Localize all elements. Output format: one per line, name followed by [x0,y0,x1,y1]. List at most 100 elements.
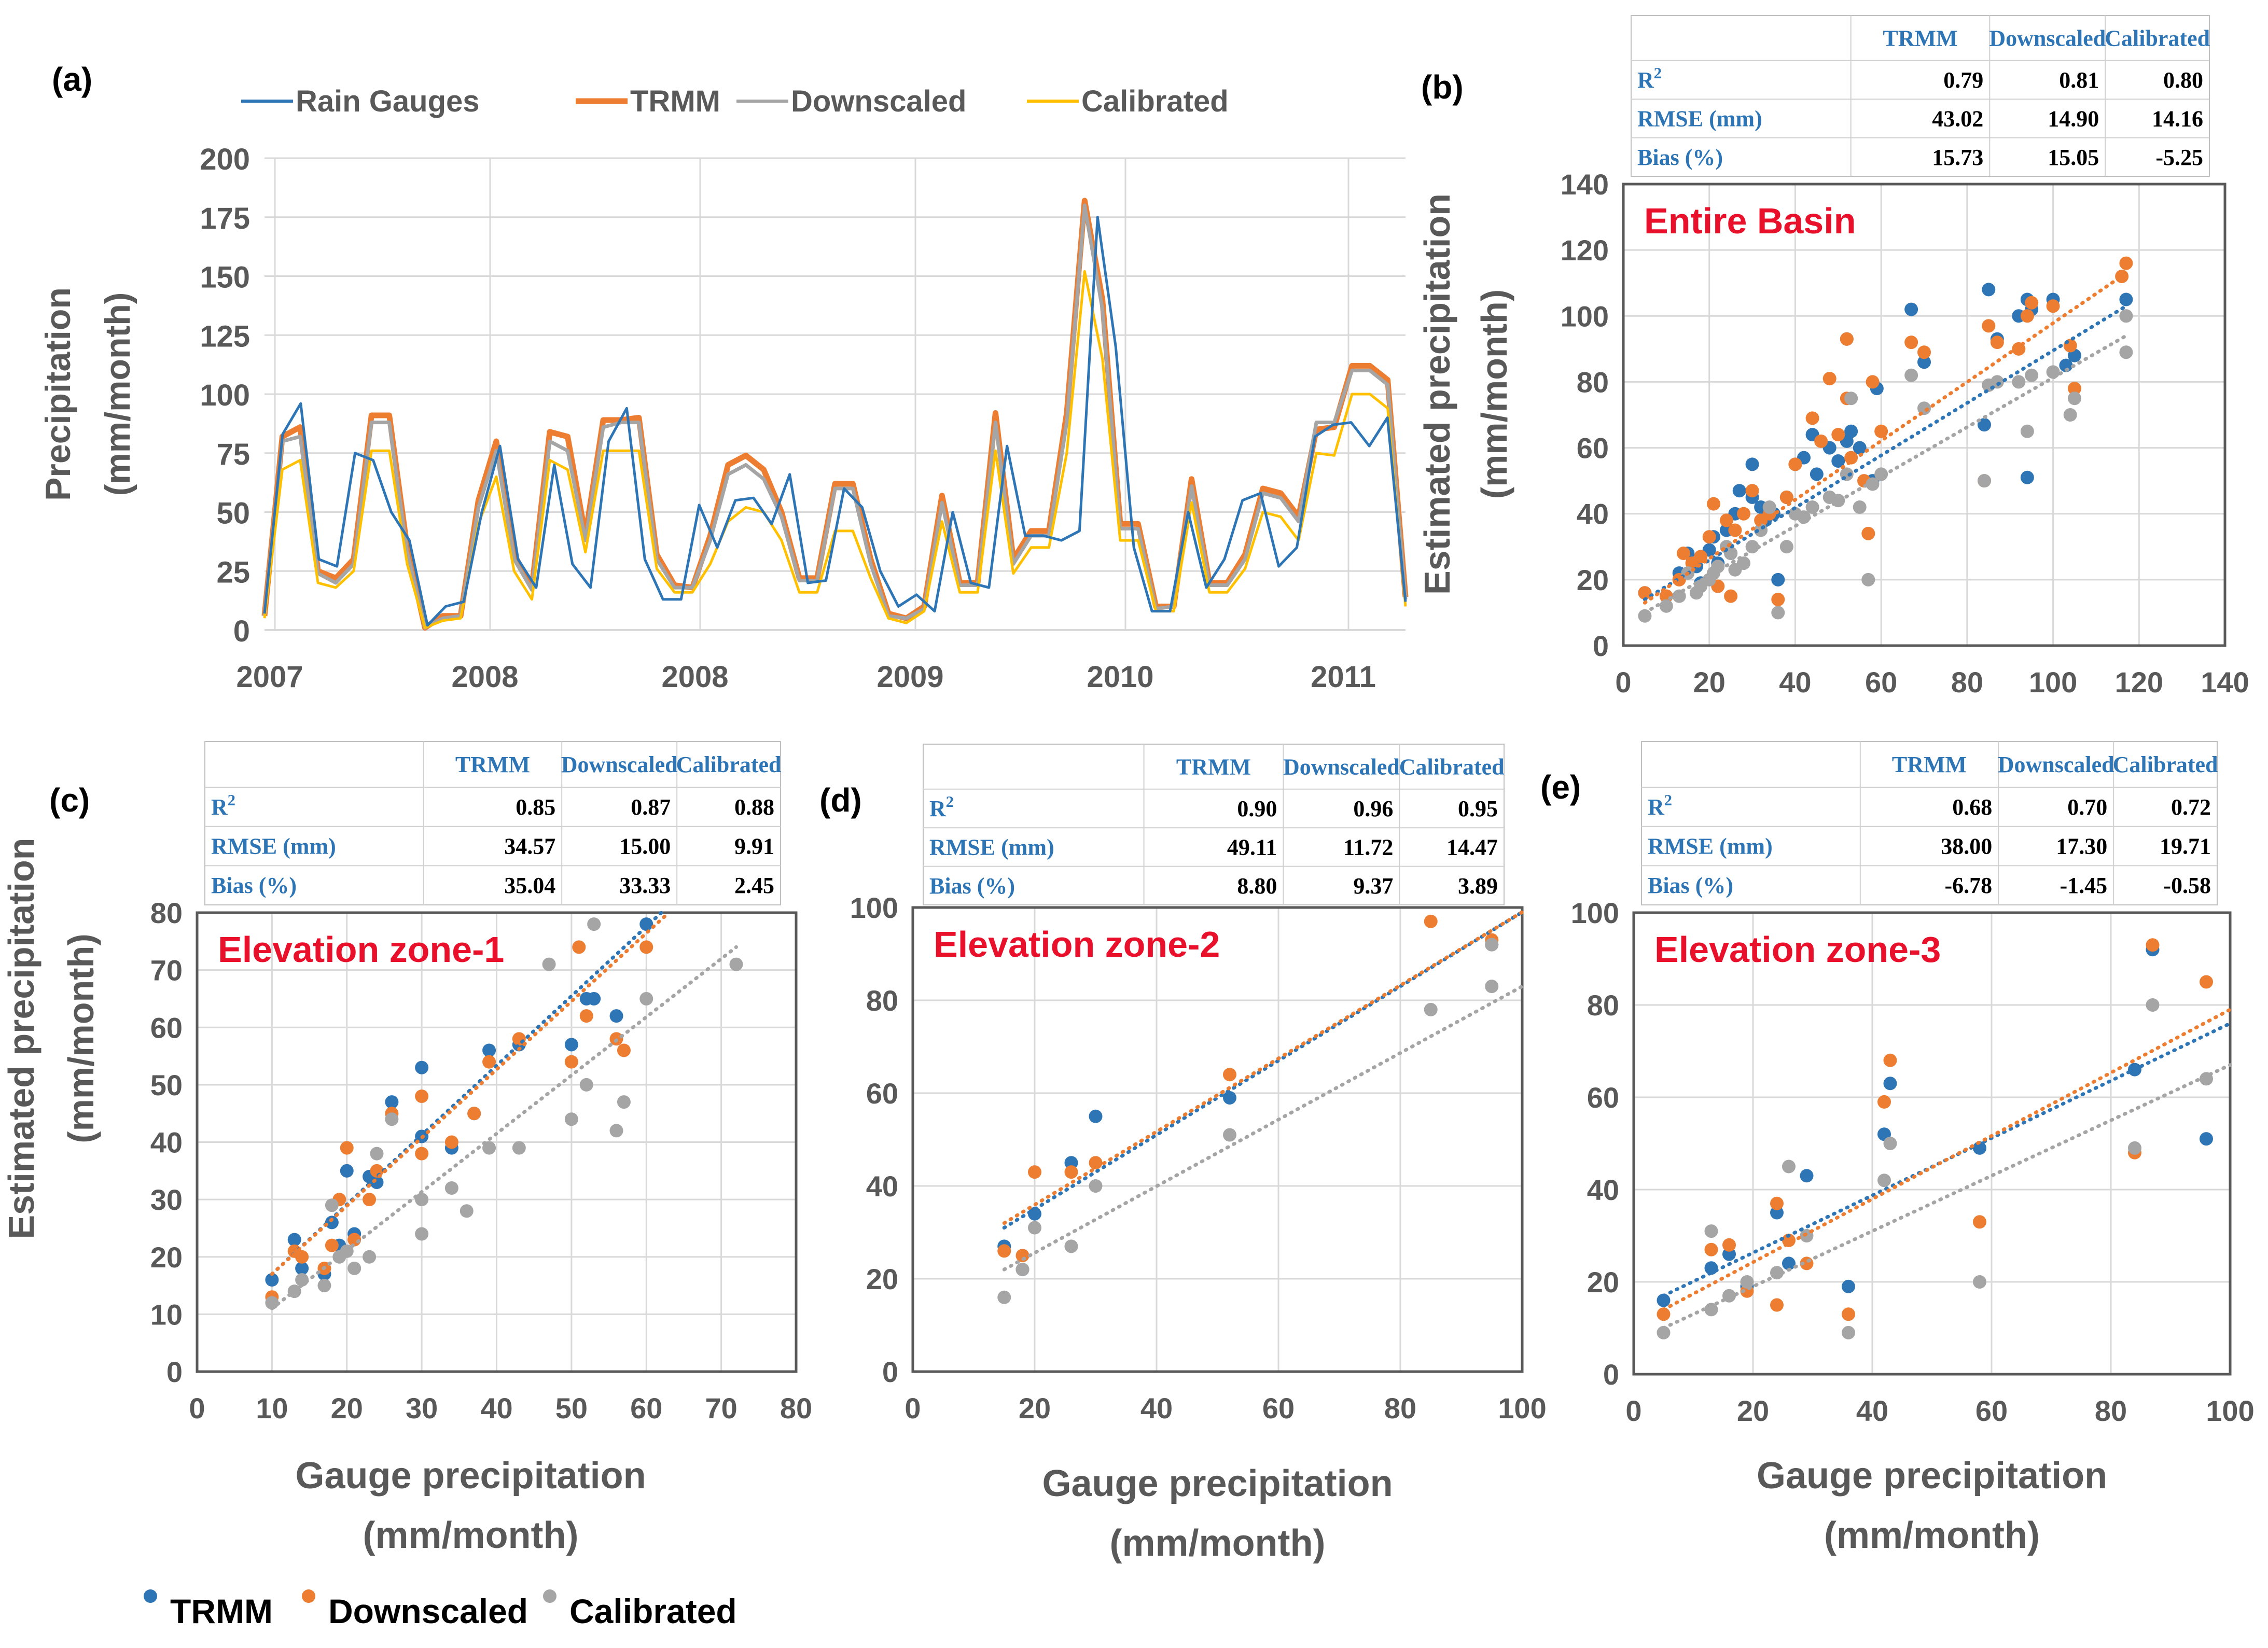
data-point-downscaled [997,1244,1011,1258]
table-cell-value: 11.72 [1343,834,1394,860]
data-point-calibrated [2146,998,2160,1012]
table-cell-value: 0.87 [631,794,671,820]
data-point-calibrated [2119,309,2133,323]
data-point-downscaled [1866,375,1880,389]
data-point-calibrated [385,1112,399,1126]
table-row-label-superscript: 2 [1654,64,1662,82]
y-tick-label: 0 [1593,630,1609,662]
data-point-trmm [1223,1091,1236,1105]
table-row-label: RMSE (mm) [929,834,1054,860]
data-point-calibrated [317,1279,331,1293]
panel-label-a: (a) [52,61,92,98]
table-cell-value: 15.73 [1932,145,1983,170]
trendline-downscaled [1662,1008,2232,1311]
plot-frame [911,906,1524,1373]
data-point-downscaled [1719,513,1733,527]
data-point-downscaled [1028,1165,1041,1179]
y-tick-label: 150 [200,261,250,295]
plot-title: Elevation zone-2 [934,924,1220,965]
table-cell-value: 43.02 [1932,106,1983,131]
data-point-downscaled [325,1238,339,1252]
table-cell-value: 14.90 [2048,106,2099,131]
trendline-calibrated [1643,333,2128,614]
table-cell-value: 15.00 [619,834,671,859]
x-tick-label: 60 [1865,666,1897,699]
x-tick-label: 50 [555,1392,588,1424]
table-cell-value: 0.68 [1952,794,1992,820]
panel-d: (d) 0 20 40 60 80 100 0 20 40 60 80 100 Elevation zon… [819,744,1547,1564]
data-point-calibrated [1973,1275,1986,1289]
data-point-calibrated [1015,1263,1029,1277]
x-tick-label: 0 [1615,666,1631,699]
data-point-trmm [2020,470,2034,484]
y-tick-label: 100 [1561,300,1609,332]
data-point-trmm [1800,1169,1814,1183]
data-point-downscaled [1724,589,1738,603]
data-point-downscaled [2020,309,2034,323]
stats-table-frame [204,741,781,905]
data-point-downscaled [1707,497,1720,511]
y-tick-label: 80 [1587,989,1619,1022]
x-tick-label: 100 [2029,666,2077,699]
y-tick-label: 20 [1587,1266,1619,1298]
table-row-label: R [211,794,228,820]
x-tick-label: 80 [1951,666,1983,699]
table-row-label-superscript: 2 [228,791,235,809]
data-point-trmm [1722,1247,1736,1261]
data-point-downscaled [2119,256,2133,270]
table-cell-value: 0.81 [2059,67,2099,93]
table-cell-value: -0.58 [2163,873,2211,898]
data-point-trmm [1904,302,1918,316]
table-cell-value: 19.71 [2160,834,2211,859]
data-point-calibrated [1485,980,1499,994]
data-point-calibrated [1797,510,1811,524]
y-tick-label: 80 [150,897,183,929]
x-axis-label: Gauge precipitation [1757,1455,2107,1497]
data-point-trmm [1732,484,1746,498]
table-column-header: Calibrated [2105,25,2210,51]
table-row-label: R [929,796,947,821]
data-point-calibrated [587,917,601,931]
x-tick-label: 40 [1856,1394,1888,1427]
data-point-calibrated [1990,375,2004,389]
data-point-calibrated [1485,938,1499,952]
table-cell-value: 0.96 [1353,796,1393,821]
panel-label: (b) [1421,68,1464,106]
data-point-calibrated [1770,1266,1784,1280]
panel-e: (e) 0 20 40 60 80 100 0 20 40 60 80 100 Elevation zon… [1540,741,2255,1556]
y-tick-label: 75 [216,438,250,471]
trendline-calibrated [1002,984,1524,1272]
data-point-calibrated [617,1095,631,1109]
x-tick-label: 60 [1262,1392,1295,1424]
legend-entry: Calibrated [569,1592,737,1630]
data-point-downscaled [415,1090,429,1103]
legend-marker-trmm [144,1589,157,1603]
y-tick-label: 50 [150,1069,183,1101]
data-point-downscaled [467,1107,481,1121]
table-cell-value: 14.16 [2152,106,2203,131]
data-point-downscaled [1702,530,1716,544]
data-point-calibrated [609,1124,623,1138]
stats-table-frame [923,744,1505,905]
data-point-calibrated [1844,392,1858,406]
data-point-downscaled [1223,1068,1236,1082]
table-column-header: TRMM [1892,752,1967,777]
y-tick-label: 0 [882,1356,898,1388]
x-tick-label: 140 [2201,666,2249,699]
stats-table-frame [1631,15,2210,177]
x-axis-label: (mm/month) [1110,1523,1326,1564]
y-tick-label: 60 [150,1011,183,1044]
y-tick-label: 120 [1561,234,1609,267]
table-row-label-superscript: 2 [1664,791,1672,809]
x-tick-label: 20 [1019,1392,1051,1424]
y-tick-label: 0 [1603,1358,1619,1391]
x-tick-label: 100 [1498,1392,1546,1424]
data-point-calibrated [1089,1179,1103,1193]
data-point-trmm [370,1175,384,1189]
table-column-header: TRMM [1176,754,1251,779]
y-axis-label: Estimated precipitation [1417,193,1457,595]
data-point-calibrated [1978,474,1991,488]
data-point-calibrated [512,1141,526,1155]
scatter-legend: TRMM Downscaled Calibrated [144,1589,737,1630]
data-point-calibrated [2119,345,2133,359]
